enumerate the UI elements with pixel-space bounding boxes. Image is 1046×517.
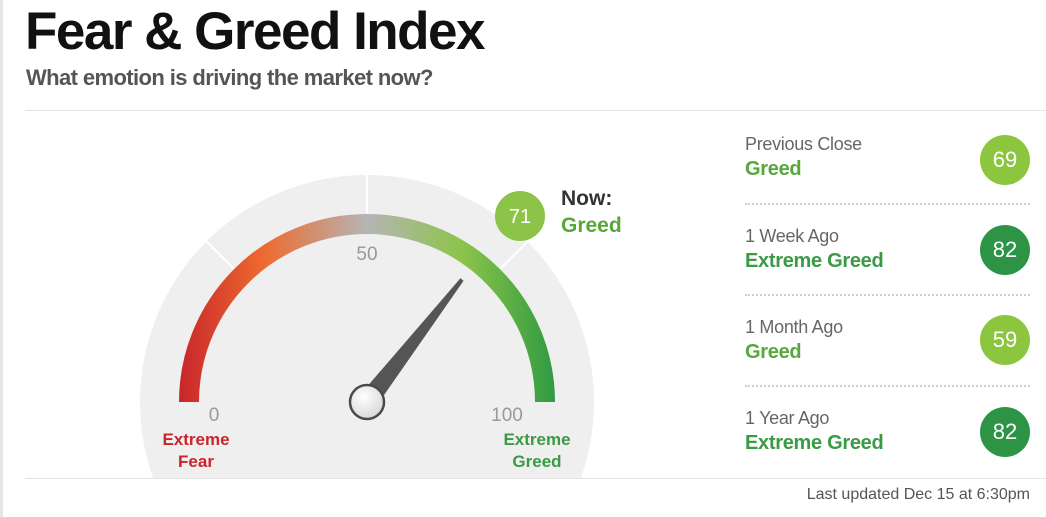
history-row-1-month-ago: 1 Month Ago Greed 59 — [745, 304, 1030, 394]
gauge-background — [140, 175, 594, 478]
history-rating: Greed — [745, 158, 802, 180]
history-divider — [745, 203, 1030, 205]
gauge-color-arc — [179, 214, 555, 403]
history-rating: Extreme Greed — [745, 250, 884, 272]
fear-greed-gauge: 0 50 100 Extreme Fear Extreme Greed 71 N… — [140, 175, 622, 478]
history-rating: Greed — [745, 341, 802, 363]
now-rating: Greed — [561, 214, 622, 237]
gauge-tick-min: 0 — [209, 405, 220, 426]
history-label: 1 Year Ago — [745, 408, 830, 428]
now-value: 71 — [509, 206, 531, 228]
history-label: Previous Close — [745, 134, 862, 154]
history-divider — [745, 294, 1030, 296]
label-extreme-fear-line2: Fear — [178, 452, 214, 471]
history-label: 1 Month Ago — [745, 317, 843, 337]
top-divider — [25, 110, 1046, 111]
now-value-badge — [495, 191, 545, 241]
history-value-badge: 82 — [980, 407, 1030, 457]
left-border — [0, 0, 3, 517]
label-extreme-greed-line1: Extreme — [503, 430, 570, 449]
page-subtitle: What emotion is driving the market now? — [26, 65, 433, 90]
history-row-1-year-ago: 1 Year Ago Extreme Greed 82 — [745, 395, 1030, 485]
gauge-tick-max: 100 — [491, 405, 523, 426]
history-divider — [745, 385, 1030, 387]
history-row-1-week-ago: 1 Week Ago Extreme Greed 82 — [745, 212, 1030, 302]
label-extreme-fear-line1: Extreme — [162, 430, 229, 449]
gauge-needle — [359, 278, 464, 409]
page-title: Fear & Greed Index — [25, 2, 486, 61]
history-value-badge: 69 — [980, 135, 1030, 185]
gauge-tick-mid: 50 — [356, 244, 377, 265]
history-rating: Extreme Greed — [745, 432, 884, 454]
last-updated: Last updated Dec 15 at 6:30pm — [806, 486, 1030, 503]
label-extreme-greed-line2: Greed — [512, 452, 561, 471]
gauge-needle-knob — [348, 383, 386, 421]
history-value-badge: 59 — [980, 315, 1030, 365]
now-label: Now: — [561, 187, 612, 210]
history-label: 1 Week Ago — [745, 226, 839, 246]
bottom-divider — [25, 478, 1046, 479]
history-row-previous-close: Previous Close Greed 69 — [745, 120, 1030, 210]
history-value-badge: 82 — [980, 225, 1030, 275]
